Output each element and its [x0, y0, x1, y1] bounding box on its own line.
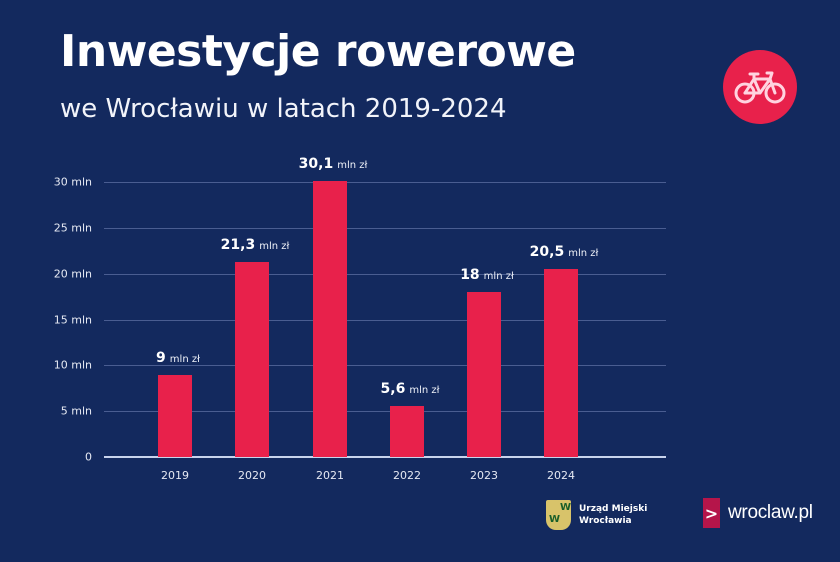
- gridline: [104, 227, 666, 229]
- value-unit: mln zł: [568, 248, 599, 260]
- gridline: [104, 411, 666, 413]
- value-number: 18: [460, 267, 480, 283]
- value-number: 30,1: [298, 156, 334, 173]
- um-line1: Urząd Miejski: [579, 504, 648, 514]
- page-subtitle: we Wrocławiu w latach 2019-2024: [60, 94, 507, 124]
- gridline: [104, 182, 666, 183]
- wroclaw-pl-logo[interactable]: > wroclaw.pl: [703, 498, 813, 528]
- gridline: [104, 273, 666, 275]
- x-tick-label: 2023: [470, 469, 498, 482]
- site-name: wroclaw.pl: [728, 502, 813, 523]
- bicycle-badge: [723, 50, 797, 124]
- value-number: 21,3: [220, 236, 256, 253]
- y-tick-label: 0: [85, 450, 92, 464]
- y-tick-label: 20 mln: [53, 267, 92, 281]
- urzad-miejski-logo: W W Urząd Miejski Wrocławia: [546, 500, 647, 530]
- value-number: 20,5: [529, 244, 565, 261]
- value-label: 9 mln zł: [156, 347, 200, 366]
- um-line2: Wrocławia: [579, 516, 632, 526]
- value-unit: mln zł: [169, 353, 200, 365]
- x-tick-label: 2019: [161, 469, 189, 482]
- arrow-right-icon: >: [703, 498, 720, 528]
- gridline: [104, 319, 666, 321]
- value-label: 21,3 mln zł: [221, 234, 290, 253]
- bar-2021: [313, 181, 347, 457]
- x-tick-label: 2021: [316, 469, 344, 482]
- value-label: 18 mln zł: [460, 264, 514, 283]
- x-tick-label: 2020: [238, 469, 266, 482]
- y-tick-label: 15 mln: [53, 313, 92, 326]
- bicycle-icon: [734, 71, 786, 104]
- page-title: Inwestycje rowerowe: [60, 26, 576, 77]
- y-tick-label: 5 mln: [60, 404, 92, 418]
- y-tick-label: 10 mln: [53, 358, 92, 372]
- value-unit: mln zł: [483, 271, 514, 282]
- x-axis-line: [104, 456, 666, 458]
- y-tick-label: 25 mln: [53, 221, 92, 235]
- value-label: 20,5 mln zł: [530, 241, 599, 260]
- wroclaw-crest-icon: W W: [546, 500, 571, 530]
- value-number: 9: [156, 349, 166, 366]
- gridline: [104, 365, 666, 367]
- bar-2022: [390, 405, 424, 457]
- x-tick-label: 2022: [393, 469, 421, 482]
- value-unit: mln zł: [337, 160, 368, 172]
- value-label: 30,1 mln zł: [299, 153, 368, 172]
- value-unit: mln zł: [259, 240, 290, 252]
- value-label: 5,6 mln zł: [381, 378, 440, 397]
- x-tick-label: 2024: [547, 469, 575, 482]
- bar-2023: [467, 292, 501, 457]
- value-number: 5,6: [380, 380, 406, 397]
- y-tick-label: 30 mln: [53, 175, 92, 189]
- bar-2024: [544, 269, 578, 457]
- bar-2020: [235, 261, 269, 457]
- value-unit: mln zł: [409, 384, 440, 396]
- bar-2019: [158, 374, 192, 457]
